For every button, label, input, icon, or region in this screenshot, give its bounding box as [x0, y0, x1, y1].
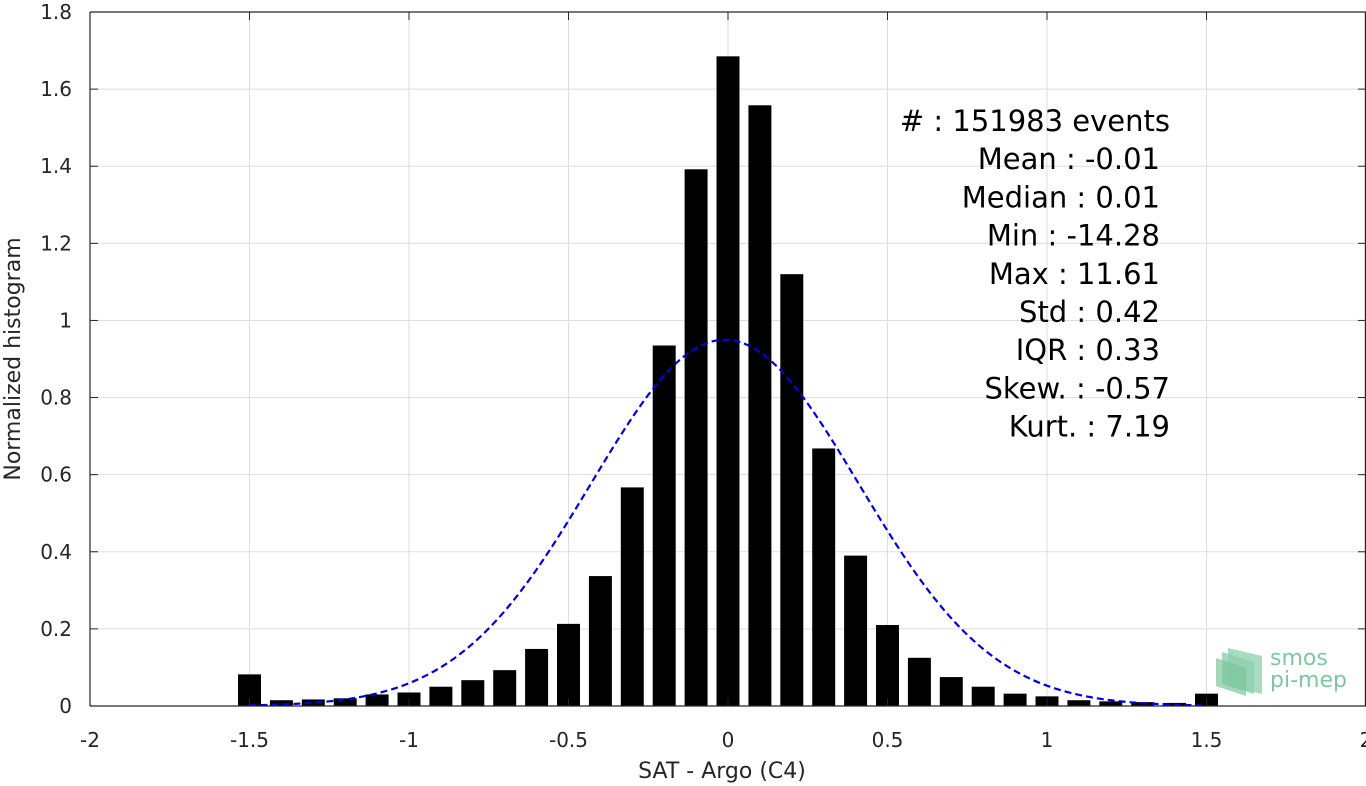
histogram-bar [652, 345, 676, 706]
y-tick-labels: 0 0.2 0.4 0.6 0.8 1 1.2 1.4 1.6 1.8 [40, 0, 72, 718]
x-tick-labels: -2 -1.5 -1 -0.5 0 0.5 1 1.5 2 [80, 728, 1366, 752]
y-tick-label: 0.6 [40, 463, 72, 487]
histogram-bar [780, 274, 804, 706]
histogram-bar [365, 694, 389, 706]
histogram-bar [620, 487, 644, 706]
logo-mark-icon [1216, 658, 1246, 696]
histogram-bar [429, 686, 453, 706]
x-tick-label: -1 [399, 728, 419, 752]
histogram-bar [238, 674, 261, 706]
histogram-bar [716, 56, 740, 707]
y-tick-label: 1.6 [40, 77, 72, 101]
stats-box: # : 151983 events Mean : -0.01 Median : 0.… [900, 104, 1170, 444]
y-tick-label: 1.2 [40, 231, 72, 255]
histogram-bar [971, 686, 995, 706]
y-axis-label: Normalized histogram [1, 237, 26, 480]
stats-line: Skew. : -0.57 [984, 371, 1170, 405]
histogram-bar [269, 700, 293, 706]
x-tick-label: -1.5 [230, 728, 269, 752]
y-tick-label: 0.4 [40, 540, 72, 564]
smos-pi-mep-logo: smos pi-mep [1216, 646, 1347, 696]
histogram-bar [557, 623, 580, 706]
histogram-bar [876, 625, 899, 706]
x-tick-label: -2 [80, 728, 100, 752]
histogram-bar [493, 670, 517, 706]
histogram-bar [684, 169, 708, 707]
histogram-bar [461, 680, 485, 706]
x-tick-label: 1 [1041, 728, 1054, 752]
histogram-bar [525, 648, 549, 706]
histogram-bar [333, 698, 357, 706]
histogram-bar [748, 105, 772, 706]
y-tick-label: 1.8 [40, 0, 72, 24]
y-tick-label: 0 [59, 694, 72, 718]
histogram-bar [1099, 701, 1123, 706]
y-tick-label: 1.4 [40, 154, 72, 178]
stats-line: Min : -14.28 [987, 219, 1160, 253]
stats-line: IQR : 0.33 [1016, 333, 1160, 367]
logo-text-smos: smos [1270, 646, 1328, 671]
bars [238, 56, 1218, 707]
x-tick-label: 2 [1360, 728, 1366, 752]
y-tick-label: 0.8 [40, 386, 72, 410]
x-tick-label: -0.5 [549, 728, 588, 752]
stats-line: Max : 11.61 [989, 257, 1160, 291]
histogram-bar [812, 448, 836, 706]
histogram-bar [939, 677, 963, 706]
y-tick-label: 0.2 [40, 617, 72, 641]
histogram-bar [1003, 693, 1027, 706]
histogram-bar [844, 555, 868, 706]
stats-line: Std : 0.42 [1019, 295, 1160, 329]
logo-text-pi-mep: pi-mep [1270, 668, 1347, 693]
histogram-bar [301, 699, 325, 706]
histogram-bar [1067, 700, 1091, 706]
axes [89, 11, 1366, 707]
histogram-bar [907, 657, 931, 706]
stats-line: Kurt. : 7.19 [1009, 410, 1170, 444]
x-tick-label: 0.5 [872, 728, 904, 752]
stats-line: # : 151983 events [900, 104, 1170, 138]
x-tick-label: 0 [722, 728, 735, 752]
stats-line: Median : 0.01 [962, 180, 1160, 214]
gaussian-fit-curve [249, 338, 1207, 707]
y-tick-label: 1 [59, 308, 72, 332]
histogram-bar [588, 576, 612, 706]
x-tick-label: 1.5 [1191, 728, 1223, 752]
stats-line: Mean : -0.01 [978, 142, 1160, 176]
x-axis-label: SAT - Argo (C4) [638, 759, 806, 784]
